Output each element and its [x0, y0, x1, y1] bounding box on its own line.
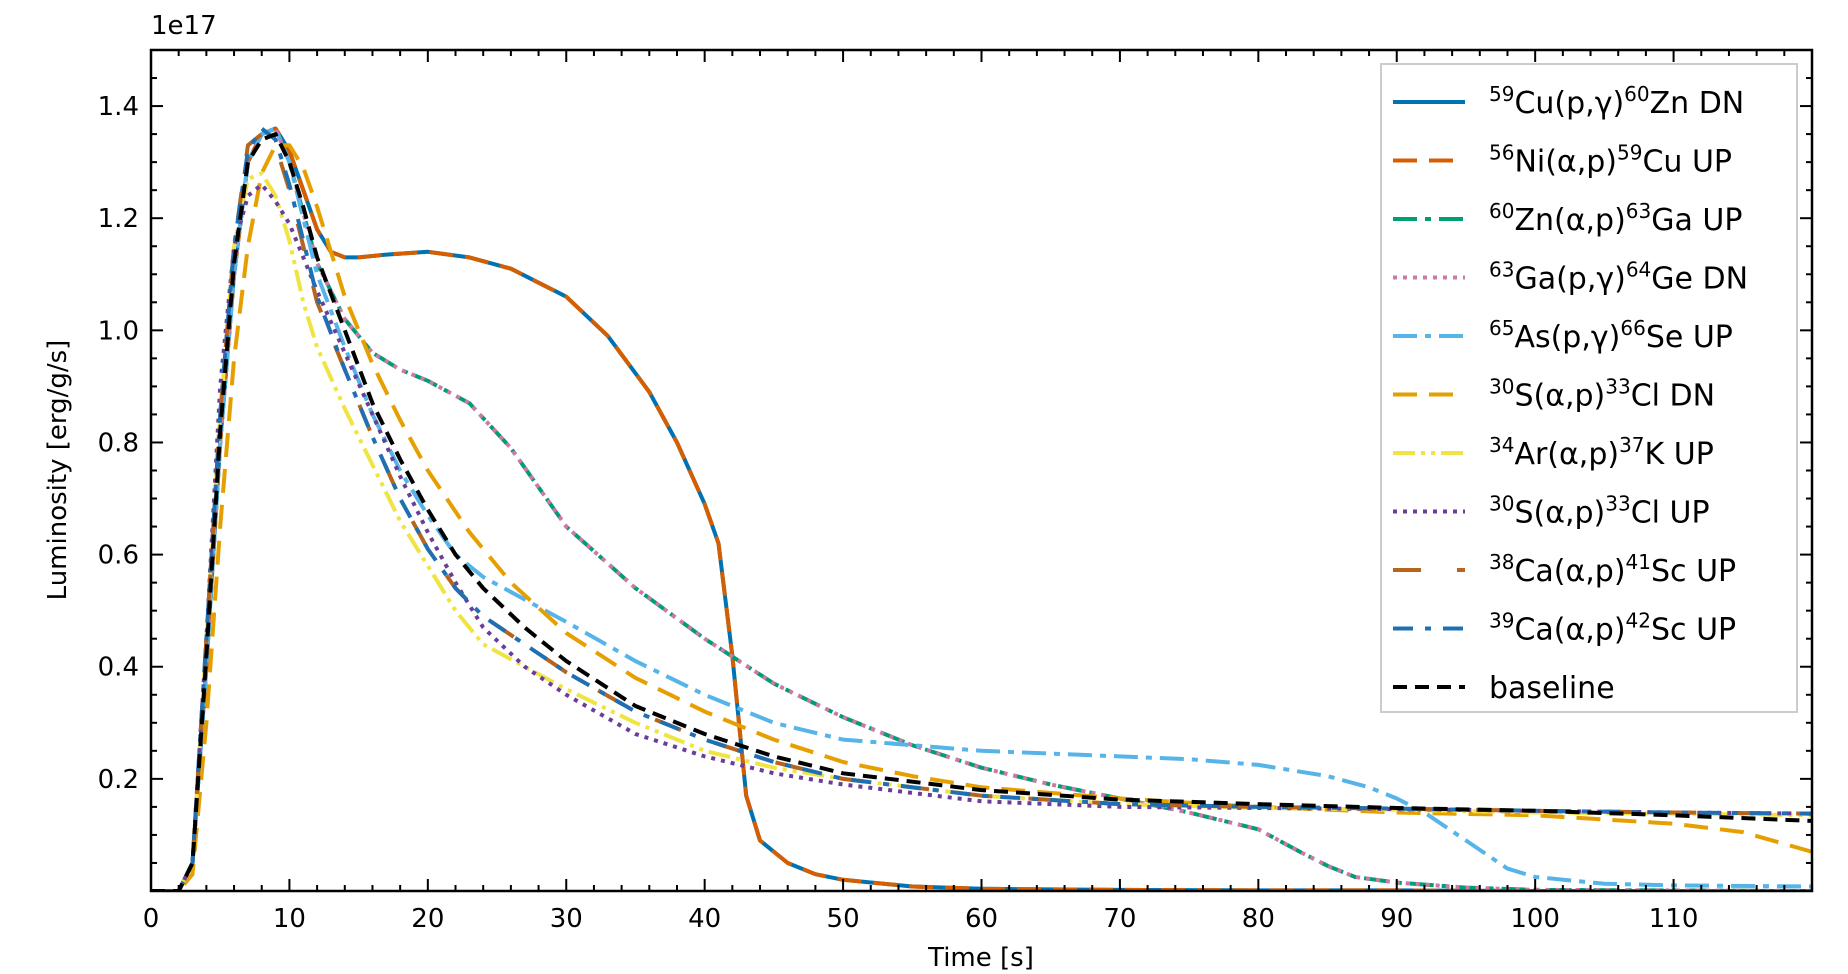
series-layer [151, 126, 1812, 891]
legend-label-3: 63Ga(p,γ)64Ge DN [1489, 258, 1748, 297]
x-tick-label: 110 [1649, 904, 1699, 934]
x-tick-label: 90 [1380, 904, 1413, 934]
x-tick-label: 40 [688, 904, 721, 934]
plot-frame [149, 48, 1814, 893]
y-tick-label: 0.4 [98, 653, 139, 683]
legend-label-0: 59Cu(p,γ)60Zn DN [1489, 82, 1744, 121]
y-offset-label: 1e17 [151, 11, 217, 41]
y-tick-label: 0.6 [98, 541, 139, 571]
legend-label-9: 39Ca(α,p)42Sc UP [1489, 609, 1736, 648]
y-tick-label: 1.4 [98, 92, 139, 122]
x-axis-label: Time [s] [927, 943, 1034, 973]
x-tick-label: 100 [1510, 904, 1560, 934]
x-tick-label: 50 [827, 904, 860, 934]
y-tick-label: 1.0 [98, 316, 139, 346]
legend-label-10: baseline [1489, 671, 1615, 706]
y-axis-label: Luminosity [erg/g/s] [43, 340, 73, 601]
x-tick-label: 80 [1242, 904, 1275, 934]
x-tick-label: 10 [273, 904, 306, 934]
legend-label-7: 30S(α,p)33Cl UP [1489, 492, 1710, 531]
x-tick-label: 60 [965, 904, 998, 934]
legend-label-8: 38Ca(α,p)41Sc UP [1489, 550, 1736, 589]
legend: 59Cu(p,γ)60Zn DN 56Ni(α,p)59Cu UP 60Zn(α,p… [1380, 63, 1798, 713]
series-line-9 [151, 126, 1812, 891]
legend-label-4: 65As(p,γ)66Se UP [1489, 316, 1733, 355]
x-tick-label: 20 [411, 904, 444, 934]
y-tick-label: 0.2 [98, 765, 139, 795]
legend-label-5: 30S(α,p)33Cl DN [1489, 375, 1715, 414]
legend-box [1380, 63, 1798, 713]
legend-label-1: 56Ni(α,p)59Cu UP [1489, 141, 1732, 180]
y-tick-label: 1.2 [98, 204, 139, 234]
series-line-7 [151, 182, 1812, 891]
series-line-10 [151, 132, 1812, 891]
y-tick-label: 0.8 [98, 428, 139, 458]
legend-label-2: 60Zn(α,p)63Ga UP [1489, 199, 1742, 238]
x-tick-label: 0 [143, 904, 160, 934]
x-tick-label: 30 [550, 904, 583, 934]
legend-label-6: 34Ar(α,p)37K UP [1489, 433, 1714, 472]
x-tick-label: 70 [1103, 904, 1136, 934]
